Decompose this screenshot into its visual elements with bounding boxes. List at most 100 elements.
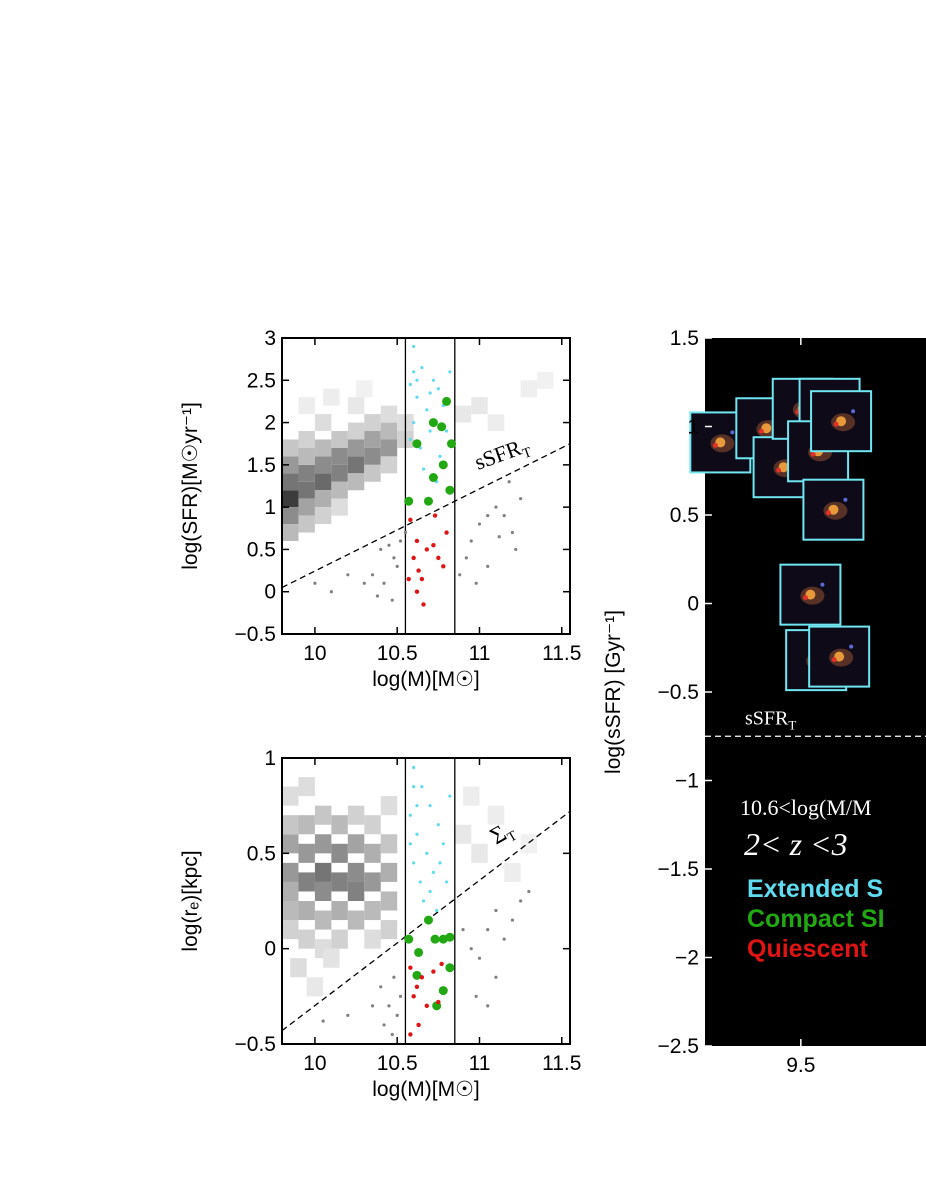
density-cell — [298, 843, 315, 863]
field-point — [390, 1032, 394, 1037]
x-tick-label: 11 — [469, 642, 491, 665]
field-point — [346, 1013, 350, 1018]
density-cell — [364, 929, 381, 949]
density-cell — [347, 439, 365, 457]
extended-point — [438, 454, 442, 458]
field-point — [494, 908, 498, 913]
field-point — [370, 1004, 375, 1008]
density-cell — [314, 805, 332, 825]
quiescent-point — [411, 555, 416, 561]
extended-point — [448, 794, 452, 798]
galaxy-knot — [712, 442, 718, 448]
field-point — [486, 1004, 490, 1008]
field-point — [486, 928, 490, 932]
density-cell — [364, 901, 381, 921]
galaxy-knot — [802, 595, 808, 601]
density-cell — [290, 958, 307, 978]
density-cell — [364, 872, 381, 892]
density-cell — [298, 498, 315, 516]
density-cell — [298, 447, 315, 465]
density-cell — [282, 786, 299, 806]
x-tick-label: 10 — [303, 642, 326, 665]
density-cell — [504, 862, 521, 882]
extended-point — [415, 804, 419, 808]
extended-point — [428, 804, 432, 808]
field-point — [486, 514, 490, 518]
field-point — [519, 497, 523, 501]
extended-point — [428, 391, 432, 395]
density-cell — [282, 834, 299, 854]
field-point — [494, 975, 498, 979]
field-point — [474, 994, 478, 998]
density-cell — [380, 834, 398, 854]
extended-point — [428, 429, 432, 433]
size-mass-xlabel: log(M)[M☉] — [372, 1078, 480, 1101]
y-tick-label: 1.5 — [247, 454, 276, 477]
compact-point — [445, 963, 455, 973]
density-cell — [314, 456, 332, 474]
sfr-mass-ylabel: log(SFR)[M☉yr⁻¹] — [179, 402, 202, 570]
field-point — [362, 581, 366, 585]
extended-point — [448, 370, 452, 374]
field-point — [375, 594, 380, 598]
extended-point — [412, 785, 416, 789]
density-cell — [298, 397, 315, 415]
density-cell — [347, 422, 365, 440]
quiescent-point — [441, 564, 446, 569]
field-point — [395, 1013, 399, 1018]
density-cell — [323, 388, 340, 406]
density-cell — [347, 473, 365, 491]
x-tick-label: 11.5 — [542, 642, 581, 665]
field-point — [321, 1019, 325, 1023]
density-cell — [331, 901, 348, 921]
mass-range-annotation: 10.6<log(M/M — [740, 795, 872, 820]
density-cell — [298, 815, 315, 835]
field-point — [527, 889, 531, 894]
density-cell — [314, 414, 332, 432]
quiescent-point — [432, 513, 438, 518]
ssfr-ylabel: log(sSFR) [Gyr⁻¹] — [602, 610, 625, 774]
y-tick-label: 0 — [264, 938, 276, 961]
ssfr-stamps-panel: 9.5 −2.5 −2 −1.5 −1 −0.5 0 0.5 1 1.5 sSFRT 10.6<l… — [602, 327, 926, 1077]
compact-point — [445, 485, 455, 495]
y-tick-label: 0.5 — [247, 538, 276, 561]
compact-point — [423, 496, 433, 506]
density-cell — [380, 456, 398, 474]
x-tick-label: 9.5 — [786, 1054, 815, 1077]
extended-point — [421, 899, 426, 903]
quiescent-point — [424, 1003, 430, 1009]
y-tick-label: 1 — [264, 496, 276, 519]
galaxy-core — [805, 589, 816, 600]
extended-point — [431, 870, 436, 875]
sfr-mass-panel: 10 10.5 11 11.5−0.500.511.522.53 sSFRT log(… — [179, 327, 581, 691]
galaxy-knot — [825, 510, 831, 516]
field-point — [403, 530, 408, 535]
quiescent-point — [431, 543, 436, 548]
galaxy-companion — [730, 430, 735, 435]
legend-extended: Extended S — [747, 875, 883, 903]
quiescent-point — [421, 602, 426, 607]
y-tick-label: 0.5 — [670, 504, 699, 527]
extended-point — [420, 785, 424, 789]
density-cell — [282, 439, 299, 457]
compact-point — [423, 915, 433, 925]
x-tick-label: 10 — [303, 1052, 326, 1075]
galaxy-knot — [833, 421, 839, 427]
galaxy-knot — [776, 467, 782, 473]
field-point — [395, 564, 399, 568]
density-cell — [282, 881, 299, 901]
compact-point — [414, 947, 424, 957]
quiescent-point — [416, 568, 421, 573]
galaxy-companion — [849, 644, 854, 649]
stamp-frame — [802, 478, 865, 541]
galaxy-companion — [820, 582, 825, 587]
density-cell — [298, 464, 315, 482]
field-point — [464, 556, 468, 560]
quiescent-point — [419, 576, 425, 582]
y-tick-label: 1 — [687, 416, 699, 439]
density-cell — [331, 498, 348, 516]
field-point — [379, 547, 383, 552]
field-point — [469, 947, 473, 951]
field-point — [474, 581, 478, 585]
density-cell — [314, 910, 332, 930]
